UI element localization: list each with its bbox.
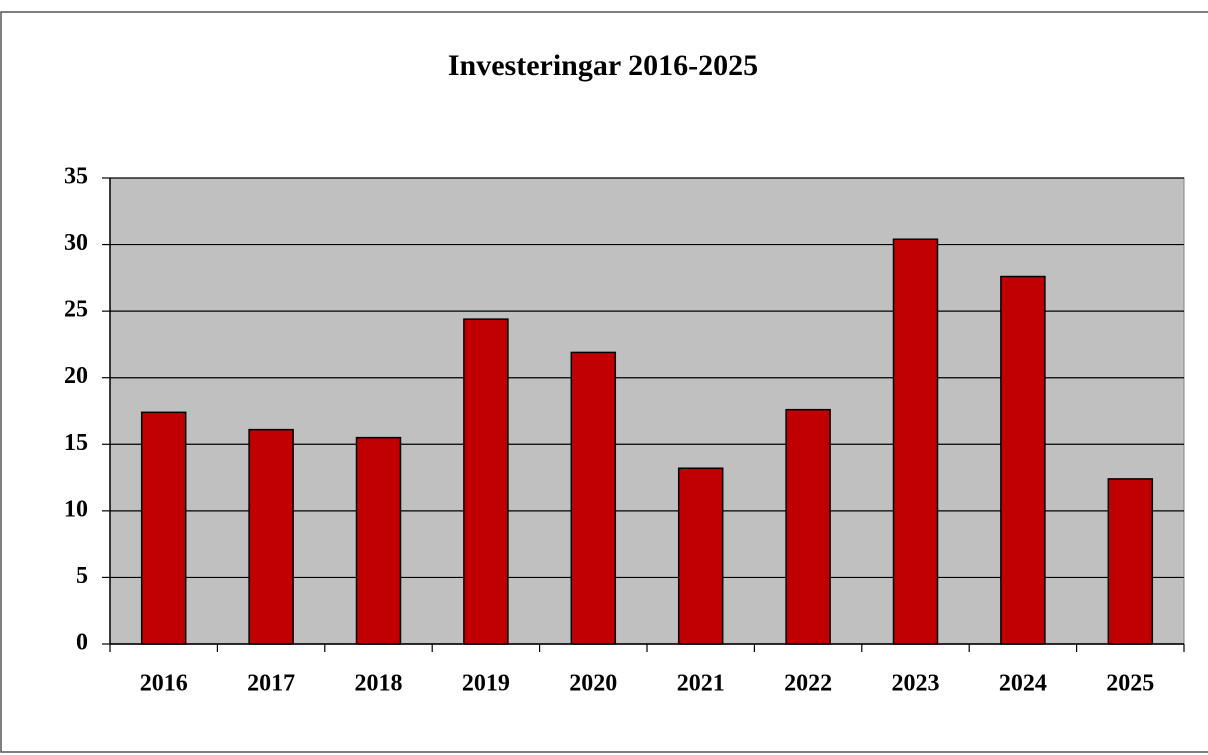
bar <box>570 351 617 645</box>
bar <box>463 318 509 645</box>
x-tick-label: 2025 <box>1106 671 1154 697</box>
x-tick-label: 2016 <box>140 671 188 697</box>
bar <box>785 408 831 645</box>
chart-title: Investeringar 2016-2025 <box>448 49 758 82</box>
x-tick-label: 2019 <box>462 671 510 697</box>
y-tick-label: 15 <box>64 430 88 456</box>
y-tick-label: 30 <box>64 230 88 256</box>
bar <box>248 428 294 645</box>
y-tick-label: 35 <box>64 164 88 190</box>
y-tick-label: 10 <box>64 496 88 522</box>
y-tick-label: 0 <box>76 630 88 656</box>
x-tick-label: 2022 <box>784 671 832 697</box>
x-tick-label: 2017 <box>247 671 295 697</box>
bar <box>677 467 724 645</box>
x-tick-label: 2018 <box>355 671 403 697</box>
y-tick-label: 20 <box>64 363 88 389</box>
bar <box>892 238 939 645</box>
bar <box>1107 478 1154 645</box>
x-tick-label: 2023 <box>892 671 940 697</box>
y-tick-label: 25 <box>64 297 88 323</box>
bar <box>1000 275 1046 645</box>
bar <box>140 411 187 645</box>
bar <box>355 436 402 645</box>
x-tick-label: 2024 <box>999 671 1047 697</box>
y-tick-label: 5 <box>76 563 88 589</box>
x-tick-label: 2020 <box>569 671 617 697</box>
x-tick-label: 2021 <box>677 671 725 697</box>
